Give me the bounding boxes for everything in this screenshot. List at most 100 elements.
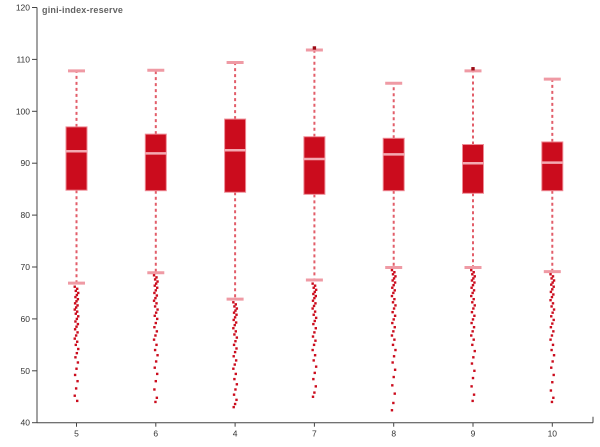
- outlier-point: [75, 351, 79, 355]
- outlier-point: [233, 402, 237, 406]
- outlier-point: [76, 361, 80, 364]
- outlier-point: [472, 356, 475, 359]
- outlier-point: [74, 387, 78, 390]
- outlier-point: [549, 299, 552, 302]
- outlier-point: [77, 315, 80, 318]
- outlier-point: [550, 366, 553, 369]
- outlier-point: [232, 301, 235, 304]
- outlier-point: [73, 394, 76, 397]
- outlier-point: [152, 299, 156, 302]
- outlier-point: [312, 359, 315, 362]
- outlier-point: [73, 308, 76, 311]
- outlier-point: [153, 366, 156, 369]
- outlier-point: [156, 317, 159, 321]
- outlier-point: [76, 322, 80, 326]
- outlier-point: [551, 343, 555, 347]
- outlier-point: [74, 356, 77, 359]
- outlier-point: [313, 296, 316, 300]
- outlier-point: [471, 343, 474, 347]
- outlier-point: [73, 337, 76, 340]
- outlier-point: [154, 379, 157, 383]
- outlier-point: [234, 372, 237, 376]
- outlier-point: [312, 322, 315, 326]
- outlier-point: [552, 330, 555, 333]
- y-tick-label: 70: [21, 262, 31, 272]
- outlier-point: [312, 286, 315, 289]
- outlier-point: [549, 389, 553, 392]
- box: [541, 141, 564, 192]
- outlier-point: [392, 318, 395, 321]
- outlier-point: [471, 283, 475, 287]
- outlier-point: [549, 326, 553, 329]
- outlier-point: [392, 375, 395, 379]
- outlier-point: [470, 362, 474, 365]
- outlier-point: [234, 330, 237, 333]
- outlier-point: [312, 313, 315, 316]
- outlier-point: [74, 306, 78, 309]
- outlier-point: [470, 286, 473, 289]
- outlier-point: [232, 343, 236, 347]
- outlier-point: [235, 313, 238, 316]
- y-tick-label: 60: [21, 314, 31, 324]
- y-tick-label: 90: [21, 158, 31, 168]
- outlier-point: [153, 305, 157, 308]
- x-tick-label: 7: [312, 429, 317, 439]
- outlier-point: [312, 377, 315, 381]
- y-tick-label: 50: [21, 366, 31, 376]
- outlier-point: [552, 396, 555, 399]
- outlier-point: [391, 384, 394, 387]
- outlier-point: [470, 294, 473, 298]
- outlier-point: [314, 339, 317, 342]
- outlier-point: [390, 268, 394, 272]
- outlier-point: [390, 294, 394, 298]
- outlier-point: [155, 302, 158, 305]
- outlier-point: [154, 282, 158, 285]
- outlier-point: [391, 279, 394, 282]
- outlier-point: [156, 286, 159, 289]
- outlier-point: [155, 396, 159, 399]
- outlier-point: [470, 279, 474, 282]
- outlier-point: [391, 361, 394, 364]
- outlier-point: [314, 327, 317, 330]
- upper-outlier-point: [312, 46, 317, 50]
- outlier-point: [551, 360, 554, 363]
- outlier-point: [393, 281, 397, 284]
- box: [382, 137, 405, 192]
- outlier-point: [235, 398, 238, 402]
- outlier-point: [233, 363, 236, 366]
- outlier-point: [154, 360, 158, 363]
- outlier-point: [75, 325, 78, 328]
- outlier-point: [152, 274, 156, 277]
- outlier-point: [313, 391, 316, 394]
- outlier-point: [391, 301, 395, 304]
- outlier-point: [472, 307, 475, 310]
- outlier-point: [550, 277, 553, 280]
- y-tick-label: 80: [21, 210, 31, 220]
- outlier-point: [74, 295, 77, 299]
- x-tick-label: 5: [74, 429, 79, 439]
- outlier-point: [551, 281, 554, 284]
- outlier-point: [314, 385, 317, 388]
- outlier-point: [154, 296, 157, 300]
- outlier-point: [153, 284, 156, 287]
- outlier-point: [153, 326, 156, 329]
- outlier-point: [235, 383, 239, 386]
- x-tick-label: 9: [471, 429, 476, 439]
- outlier-point: [75, 367, 78, 370]
- outlier-point: [77, 347, 80, 351]
- outlier-point: [156, 354, 159, 357]
- x-tick-label: 6: [153, 429, 158, 439]
- outlier-point: [551, 288, 554, 291]
- outlier-point: [311, 348, 314, 352]
- outlier-point: [392, 291, 395, 295]
- outlier-point: [472, 277, 475, 280]
- outlier-point: [394, 275, 397, 278]
- outlier-point: [550, 295, 554, 299]
- box: [65, 126, 88, 191]
- outlier-point: [232, 405, 235, 409]
- outlier-point: [551, 311, 554, 314]
- outlier-point: [312, 343, 316, 347]
- chart-title: gini-index-reserve: [42, 5, 124, 15]
- outlier-point: [76, 331, 79, 334]
- outlier-point: [552, 308, 556, 311]
